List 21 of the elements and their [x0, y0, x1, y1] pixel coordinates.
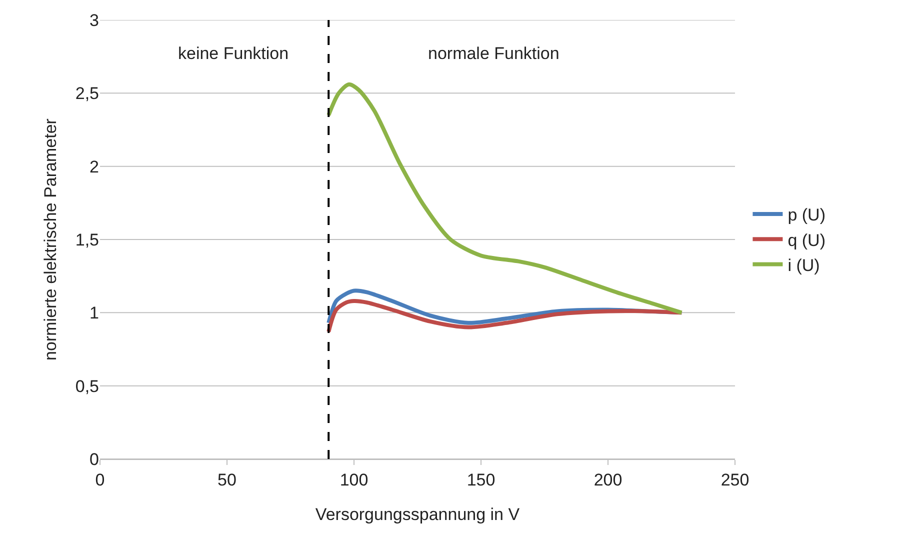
line-series — [326, 82, 684, 315]
x-tick-label: 50 — [218, 470, 236, 490]
annotation: normale Funktion — [428, 44, 560, 63]
y-tick-label: 2,5 — [75, 84, 99, 104]
y-tick-label: 3 — [90, 10, 99, 30]
legend-label: i (U) — [788, 256, 820, 275]
x-tick-label: 250 — [720, 470, 750, 490]
y-axis-title: normierte elektrische Parameter — [41, 118, 60, 360]
x-tick-label: 150 — [466, 470, 496, 490]
x-tick-label: 100 — [340, 470, 368, 490]
y-tick-label: 0,5 — [75, 376, 99, 396]
legend-label: p (U) — [788, 206, 826, 225]
y-tick-label: 2 — [90, 157, 99, 176]
legend-label: q (U) — [788, 230, 826, 250]
annotation: keine Funktion — [178, 44, 289, 63]
x-tick-label: 200 — [594, 470, 622, 490]
y-tick-label: 0 — [90, 450, 99, 469]
x-axis-title: Versorgungsspannung in V — [315, 505, 520, 524]
y-tick-label: 1 — [90, 304, 99, 323]
y-tick-label: 1,5 — [75, 230, 99, 250]
line-series — [326, 298, 684, 334]
